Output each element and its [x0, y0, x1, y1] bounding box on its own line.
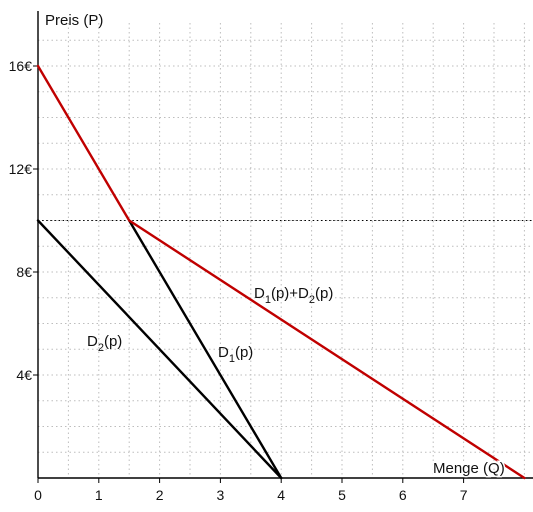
series-label-0: D1​(p): [218, 344, 253, 365]
axes: 0 1 2 3 4 5 6 7 4€ 8€ 12€ 16€: [9, 11, 533, 503]
x-tick-label: 7: [460, 487, 468, 503]
series-line-0: [127, 219, 283, 480]
x-axis-title: Menge (Q): [433, 460, 505, 477]
y-tick-label: 4€: [16, 367, 32, 383]
y-tick-label: 8€: [16, 264, 32, 280]
series-label-2: D1​(p)+D2​(p): [254, 285, 333, 306]
x-tick-label: 1: [95, 487, 103, 503]
series-line-2: [36, 64, 526, 480]
x-tick-label: 0: [34, 487, 42, 503]
x-tick-label: 3: [217, 487, 225, 503]
y-axis-title: Preis (P): [45, 12, 103, 29]
x-tick-label: 6: [399, 487, 407, 503]
y-tick-label: 16€: [9, 58, 33, 74]
series-lines: [36, 64, 526, 480]
grid: [38, 23, 533, 478]
series-label-1: D2​(p): [87, 333, 122, 354]
x-tick-label: 4: [277, 487, 285, 503]
labels: Preis (P) Menge (Q) D1​(p) D2​(p) D1​(p)+D2​…: [45, 12, 506, 479]
x-tick-label: 5: [338, 487, 346, 503]
series-line-1: [36, 219, 283, 480]
y-tick-label: 12€: [9, 161, 33, 177]
x-tick-label: 2: [156, 487, 164, 503]
